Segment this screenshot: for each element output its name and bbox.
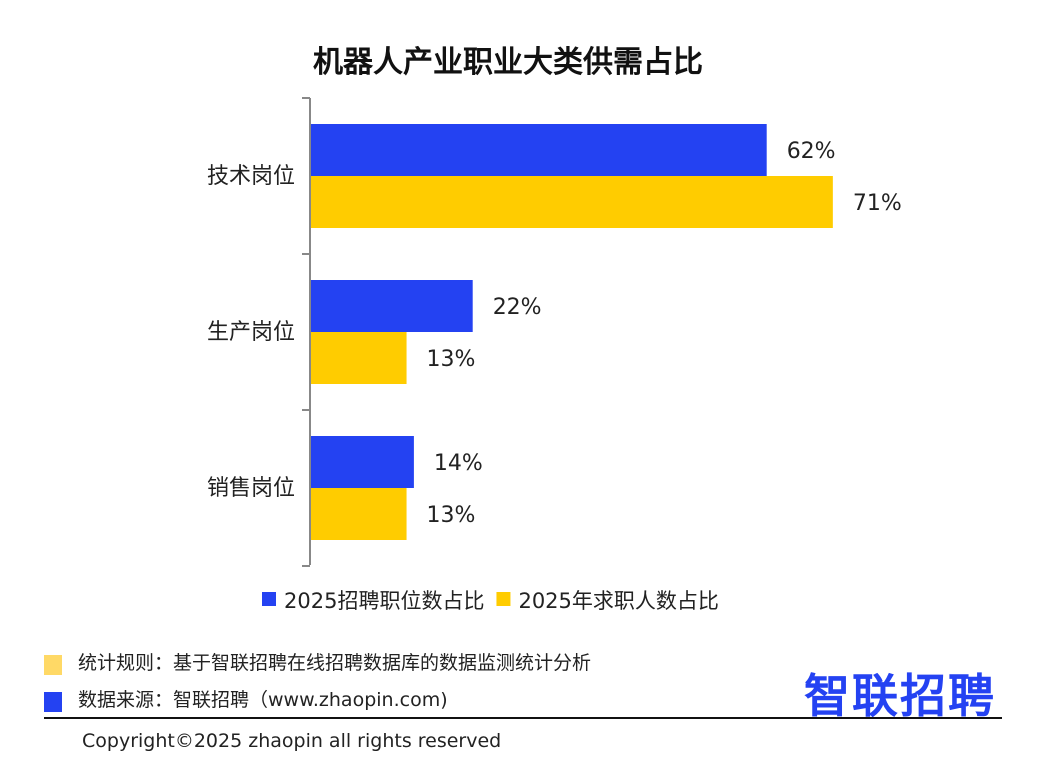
value-labels: 62% 71% 22% 13% 14% 13% — [427, 139, 902, 528]
chart: 机器人产业职业大类供需占比 62% 71% 22% 13% 14% 13% 技术岗位生产岗… — [207, 45, 902, 613]
brand-logo: 智联招聘 — [804, 669, 996, 723]
data-label: 71% — [853, 191, 902, 216]
bar — [311, 436, 414, 488]
stat-rule-row: 统计规则：基于智联招聘在线招聘数据库的数据监测统计分析 — [44, 648, 591, 675]
data-source-row: 数据来源：智联招聘（www.zhaopin.com) — [44, 685, 448, 712]
copyright-text: Copyright©2025 zhaopin all rights reserv… — [82, 730, 502, 752]
legend-label: 2025招聘职位数占比 — [284, 589, 484, 613]
footer-divider — [44, 717, 1002, 719]
bar — [311, 124, 767, 176]
bar — [311, 488, 407, 540]
data-source-text: 数据来源：智联招聘（www.zhaopin.com) — [78, 689, 448, 711]
stat-rule-marker — [44, 654, 62, 675]
data-label: 13% — [427, 347, 476, 372]
data-source-marker — [44, 691, 62, 712]
axis — [302, 97, 311, 567]
legend-label: 2025年求职人数占比 — [518, 589, 718, 613]
chart-title: 机器人产业职业大类供需占比 — [313, 45, 703, 80]
legend-swatch — [496, 592, 511, 606]
category-label: 技术岗位 — [207, 164, 295, 189]
data-label: 13% — [427, 503, 476, 528]
bar — [311, 176, 833, 228]
bar — [311, 332, 407, 384]
legend-swatch — [262, 592, 276, 606]
category-label: 销售岗位 — [207, 476, 295, 501]
data-label: 22% — [493, 295, 542, 320]
bars — [311, 124, 833, 540]
bar — [311, 280, 473, 332]
data-label: 62% — [787, 139, 836, 164]
stat-rule-text: 统计规则：基于智联招聘在线招聘数据库的数据监测统计分析 — [78, 652, 592, 674]
category-label: 生产岗位 — [207, 320, 295, 345]
legend: 2025招聘职位数占比 2025年求职人数占比 — [262, 589, 719, 613]
data-label: 14% — [434, 451, 483, 476]
